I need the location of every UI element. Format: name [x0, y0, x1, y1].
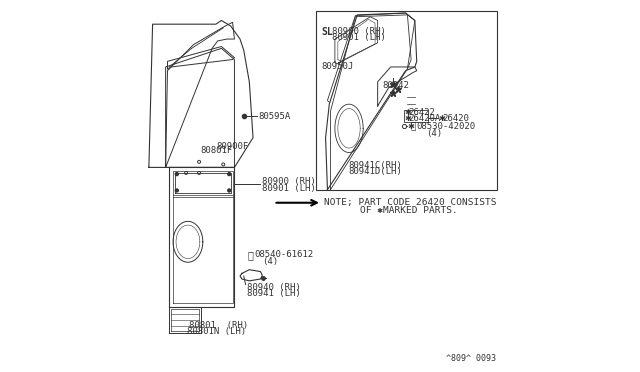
Text: Ⓢ: Ⓢ [248, 250, 253, 260]
Circle shape [228, 173, 231, 176]
Text: 80801N (LH): 80801N (LH) [187, 327, 246, 336]
Text: OF ✱MARKED PARTS.: OF ✱MARKED PARTS. [337, 206, 458, 215]
Text: 26420: 26420 [442, 114, 469, 123]
Text: 08530-42020: 08530-42020 [416, 122, 475, 131]
Text: 80950J: 80950J [321, 62, 353, 71]
Text: 80901 (LH): 80901 (LH) [262, 184, 316, 193]
Text: SL: SL [321, 27, 333, 36]
Text: 80942: 80942 [383, 81, 410, 90]
Text: 80801F: 80801F [200, 146, 232, 155]
Text: ^809^ 0093: ^809^ 0093 [447, 355, 497, 363]
Text: 80900 (RH): 80900 (RH) [332, 27, 386, 36]
Bar [316, 11, 497, 190]
Text: 80941D(LH): 80941D(LH) [348, 167, 402, 176]
Text: ✱: ✱ [407, 122, 414, 131]
Text: 80900 (RH): 80900 (RH) [262, 177, 316, 186]
Text: 80901 (LH): 80901 (LH) [332, 33, 386, 42]
Text: 80595A: 80595A [259, 112, 291, 121]
Circle shape [228, 189, 231, 192]
Text: (4): (4) [262, 257, 278, 266]
Text: ✱: ✱ [405, 114, 412, 123]
Text: 80941 (LH): 80941 (LH) [248, 289, 301, 298]
Text: 80900F: 80900F [216, 142, 249, 151]
Text: 26420A: 26420A [408, 114, 441, 123]
Circle shape [175, 173, 179, 176]
Circle shape [175, 189, 179, 192]
Text: ✱: ✱ [405, 108, 412, 117]
Bar [404, 110, 428, 122]
Text: NOTE; PART CODE 26420 CONSISTS: NOTE; PART CODE 26420 CONSISTS [324, 198, 496, 207]
Text: 80940 (RH): 80940 (RH) [248, 283, 301, 292]
Text: 26422: 26422 [408, 108, 435, 117]
Text: Ⓢ: Ⓢ [411, 122, 416, 131]
Text: 08540-61612: 08540-61612 [255, 250, 314, 259]
Text: ✱: ✱ [438, 114, 445, 123]
Text: 80941C(RH): 80941C(RH) [348, 161, 402, 170]
Text: (4): (4) [426, 129, 442, 138]
Text: 80801  (RH): 80801 (RH) [189, 321, 248, 330]
